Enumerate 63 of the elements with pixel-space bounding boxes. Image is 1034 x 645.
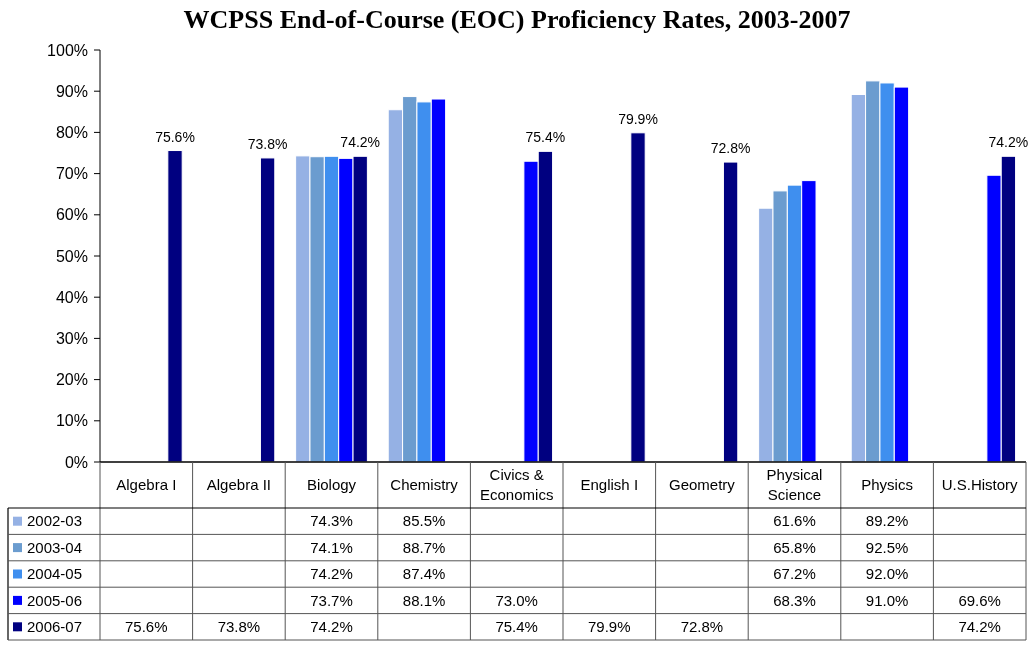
chart-title: WCPSS End-of-Course (EOC) Proficiency Rates, 2003-2007 xyxy=(183,5,851,34)
text: 75.6% xyxy=(155,128,195,145)
x-tick-label: Physics xyxy=(861,476,913,494)
data-label: 92.5% xyxy=(865,538,909,556)
data-label: 73.7% xyxy=(310,591,353,609)
data-label: 88.7% xyxy=(402,538,446,556)
x-tick-label: Algebra I xyxy=(116,476,177,494)
data-label: 74.2% xyxy=(310,618,353,636)
data-label: 69.6% xyxy=(958,591,1001,609)
y-tick-label: 0% xyxy=(64,453,88,471)
data-label: 65.8% xyxy=(773,538,816,556)
legend-label: 2003-04 xyxy=(27,538,83,556)
x-tick-label: Algebra II xyxy=(206,476,272,494)
data-label: 73.0% xyxy=(495,591,538,609)
legend-label: 2006-07 xyxy=(27,618,83,636)
legend-label: 2002-03 xyxy=(27,512,83,530)
y-tick-label: 100% xyxy=(47,41,88,59)
data-label: 74.2% xyxy=(958,618,1001,636)
data-label: 75.6% xyxy=(125,618,168,636)
text: 74.2% xyxy=(340,134,381,151)
data-label: 74.1% xyxy=(310,538,353,556)
bar xyxy=(167,150,183,463)
x-tick-label: Chemistry xyxy=(390,476,459,494)
y-tick-label: 80% xyxy=(55,124,88,141)
text: 79.9% xyxy=(618,110,658,127)
y-tick-label: 90% xyxy=(55,82,88,100)
y-tick-label: 50% xyxy=(55,247,88,265)
data-label: 88.1% xyxy=(402,591,446,609)
x-tick-label: Geometry xyxy=(668,476,736,494)
data-label: 79.9% xyxy=(588,618,631,636)
bar xyxy=(630,132,646,463)
data-label: 89.2% xyxy=(865,512,909,530)
x-tick-label: Civics & Economics xyxy=(480,466,554,504)
x-tick-label: Physical Science xyxy=(766,466,823,504)
legend-label: 2004-05 xyxy=(27,565,83,583)
data-label: 72.8% xyxy=(680,618,724,636)
y-tick-label: 70% xyxy=(55,165,88,183)
legend-label: 2005-06 xyxy=(27,591,83,609)
y-tick-label: 30% xyxy=(55,330,88,347)
data-label: 74.2% xyxy=(310,565,353,583)
x-tick-label: Biology xyxy=(306,476,357,494)
y-tick-label: 60% xyxy=(55,206,88,224)
bar xyxy=(722,161,739,463)
data-label: 75.4% xyxy=(495,618,538,636)
data-label: 68.3% xyxy=(773,591,816,609)
data-label: 85.5% xyxy=(402,512,446,530)
text: 73.8% xyxy=(247,135,288,152)
data-label: 87.4% xyxy=(402,565,446,583)
y-tick-label: 20% xyxy=(55,371,88,389)
y-tick-label: 40% xyxy=(55,288,88,306)
text: 74.2% xyxy=(988,134,1029,151)
data-label: 91.0% xyxy=(865,591,909,609)
data-label: 74.3% xyxy=(310,512,353,530)
data-label: 73.8% xyxy=(217,618,261,636)
bar xyxy=(259,157,276,463)
data-label: 61.6% xyxy=(773,512,816,530)
data-label: 67.2% xyxy=(773,565,816,583)
text: 72.8% xyxy=(710,140,751,157)
x-tick-label: U.S.History xyxy=(941,476,1019,494)
x-tick-label: English I xyxy=(580,476,639,494)
y-tick-label: 10% xyxy=(55,412,88,430)
text: 75.4% xyxy=(525,129,566,146)
data-label: 92.0% xyxy=(865,565,909,583)
